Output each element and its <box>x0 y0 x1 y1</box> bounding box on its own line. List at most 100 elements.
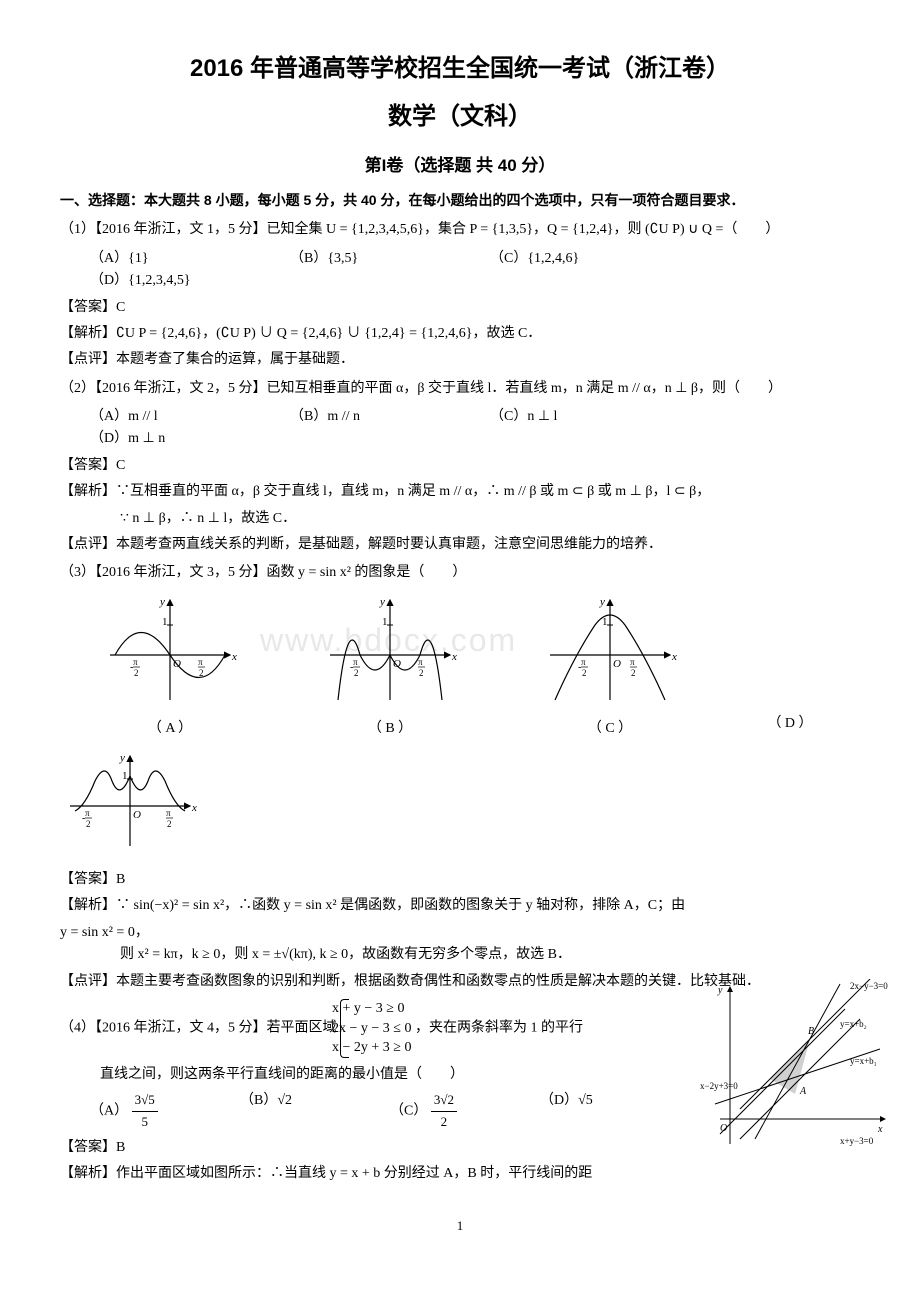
q4-opta-frac: 3√55 <box>132 1090 158 1133</box>
q1-opt-a: （A）{1} <box>90 248 270 270</box>
svg-text:1: 1 <box>602 616 608 628</box>
q4-line-xy3: x+y−3=0 <box>840 1136 874 1146</box>
q4-sys3: x − 2y + 3 ≥ 0 <box>352 1038 411 1058</box>
svg-text:x: x <box>877 1124 883 1135</box>
svg-text:π: π <box>630 657 635 667</box>
q4-opta-pre: （A） <box>90 1104 128 1119</box>
svg-text:π: π <box>198 657 203 667</box>
q4-sys1: x + y − 3 ≥ 0 <box>352 999 411 1019</box>
q4-line-x2y3: x−2y+3=0 <box>700 1081 738 1091</box>
q4-opt-a: （A） 3√55 <box>90 1090 220 1133</box>
graph-d-svg: x y O 1 - π2 π2 <box>60 751 200 851</box>
section-header: 第I卷（选择题 共 40 分） <box>60 152 860 179</box>
svg-text:x: x <box>191 802 197 814</box>
q4-optc-num: 3√2 <box>431 1090 457 1112</box>
q4-analysis: 【解析】作出平面区域如图所示：∴当直线 y = x + b 分别经过 A，B 时… <box>60 1163 860 1185</box>
q1-opt-c: （C）{1,2,4,6} <box>490 248 670 270</box>
q3-answer: 【答案】B <box>60 869 860 891</box>
q1-analysis: 【解析】∁U P = {2,4,6}，(∁U P) ∪ Q = {2,4,6} … <box>60 323 860 345</box>
svg-text:O: O <box>613 658 621 670</box>
q4-opt-b: （B）√2 <box>240 1090 370 1133</box>
q1-opt-d: （D）{1,2,3,4,5} <box>90 270 270 292</box>
svg-text:2: 2 <box>86 819 91 829</box>
q3-graph-d: x y O 1 - π2 π2 <box>60 751 200 859</box>
q3-label-d-holder: （ D ） <box>760 708 820 740</box>
svg-text:2: 2 <box>167 819 172 829</box>
q4-system: x + y − 3 ≥ 0 2x − y − 3 ≤ 0 x − 2y + 3 … <box>340 999 411 1058</box>
svg-text:y: y <box>159 596 165 608</box>
q3-graph-c: x y O 1 - π2 π2 （ C ） <box>540 595 680 741</box>
q4-pt-b: B <box>808 1026 814 1037</box>
q2-opt-d: （D）m ⊥ n <box>90 428 270 450</box>
q1-stem: （1）【2016 年浙江，文 1，5 分】已知全集 U = {1,2,3,4,5… <box>60 219 860 241</box>
q3-graph-a: x y O 1 - π2 π2 （ A ） <box>100 595 240 741</box>
q2-stem: （2）【2016 年浙江，文 2，5 分】已知互相垂直的平面 α，β 交于直线 … <box>60 378 860 400</box>
q4-region-diagram: x y O 2x−y−3=0 y=x+b₂ y=x+b₁ x−2y+3=0 x+… <box>700 979 890 1157</box>
q3-graph-b: x y O 1 - π2 π2 （ B ） <box>320 595 460 741</box>
svg-text:2: 2 <box>582 668 587 678</box>
svg-text:y: y <box>717 985 723 996</box>
q4-opta-num: 3√5 <box>132 1090 158 1112</box>
q3-label-a: （ A ） <box>100 718 240 740</box>
q3-label-c: （ C ） <box>540 718 680 740</box>
exam-title-line2: 数学（文科） <box>60 98 860 136</box>
page-number: 1 <box>60 1216 860 1237</box>
q4-optc-frac: 3√22 <box>431 1090 457 1133</box>
svg-text:1: 1 <box>382 616 388 628</box>
q2-opt-c: （C）n ⊥ l <box>490 406 670 428</box>
q4-optc-pre: （C） <box>390 1104 427 1119</box>
q3-analysis: 【解析】∵ sin(−x)² = sin x²，∴函数 y = sin x² 是… <box>60 895 860 917</box>
q4-line-2xy3: 2x−y−3=0 <box>850 981 888 991</box>
q3-graphs-row2: x y O 1 - π2 π2 <box>60 751 860 859</box>
q2-opt-a: （A）m // l <box>90 406 270 428</box>
q3-label-b: （ B ） <box>320 718 460 740</box>
q4-line-yxb2: y=x+b₂ <box>840 1019 867 1029</box>
q3-graphs-row1: www.bdocx.com x y O 1 - π2 π2 （ A ） x y … <box>60 595 860 741</box>
q1-options: （A）{1} （B）{3,5} （C）{1,2,4,6} （D）{1,2,3,4… <box>90 248 860 293</box>
svg-text:O: O <box>133 809 141 821</box>
svg-text:x: x <box>671 651 677 663</box>
q4-opt-d: （D）√5 <box>540 1090 640 1133</box>
svg-text:y: y <box>599 596 605 608</box>
exam-title-line1: 2016 年普通高等学校招生全国统一考试（浙江卷） <box>60 50 860 88</box>
q4-stem-pre: （4）【2016 年浙江，文 4，5 分】若平面区域 <box>60 1021 337 1036</box>
q2-answer: 【答案】C <box>60 455 860 477</box>
q3-analysis-2a: y = sin x² = 0， <box>60 922 860 944</box>
svg-text:y: y <box>379 596 385 608</box>
q2-analysis-cont: ∵ n ⊥ β，∴ n ⊥ l，故选 C． <box>60 508 860 530</box>
instructions: 一、选择题：本大题共 8 小题，每小题 5 分，共 40 分，在每小题给出的四个… <box>60 189 860 211</box>
q3-label-d: （ D ） <box>760 713 820 735</box>
svg-text:π: π <box>133 657 138 667</box>
graph-c-svg: x y O 1 - π2 π2 <box>540 595 680 705</box>
q4-pt-a: A <box>799 1086 807 1097</box>
q4-line-yxb1: y=x+b₁ <box>850 1056 877 1066</box>
q4-stem-post: ，夹在两条斜率为 1 的平行 <box>415 1021 583 1036</box>
q1-answer: 【答案】C <box>60 297 860 319</box>
q3-stem: （3）【2016 年浙江，文 3，5 分】函数 y = sin x² 的图象是（… <box>60 562 860 584</box>
svg-text:1: 1 <box>162 616 168 628</box>
svg-text:π: π <box>353 657 358 667</box>
svg-text:1: 1 <box>122 770 128 782</box>
q1-opt-b: （B）{3,5} <box>290 248 470 270</box>
svg-text:π: π <box>418 657 423 667</box>
q2-opt-b: （B）m // n <box>290 406 470 428</box>
q1-comment: 【点评】本题考查了集合的运算，属于基础题． <box>60 349 860 371</box>
svg-text:2: 2 <box>354 668 359 678</box>
q2-comment: 【点评】本题考查两直线关系的判断，是基础题，解题时要认真审题，注意空间思维能力的… <box>60 534 860 556</box>
q4-wrapper: x y O 2x−y−3=0 y=x+b₂ y=x+b₁ x−2y+3=0 x+… <box>60 999 860 1186</box>
svg-text:2: 2 <box>134 668 139 678</box>
svg-text:x: x <box>451 651 457 663</box>
q4-optc-den: 2 <box>431 1112 457 1133</box>
svg-text:y: y <box>119 752 125 764</box>
q4-opt-c: （C） 3√22 <box>390 1090 520 1133</box>
q2-options: （A）m // l （B）m // n （C）n ⊥ l （D）m ⊥ n <box>90 406 860 451</box>
graph-a-svg: x y O 1 - π2 π2 <box>100 595 240 705</box>
q2-analysis: 【解析】∵互相垂直的平面 α，β 交于直线 l，直线 m，n 满足 m // α… <box>60 481 860 503</box>
svg-text:π: π <box>581 657 586 667</box>
q3-analysis-2b: 则 x² = kπ，k ≥ 0，则 x = ±√(kπ), k ≥ 0，故函数有… <box>60 944 860 966</box>
q4-opta-den: 5 <box>132 1112 158 1133</box>
svg-text:2: 2 <box>199 668 204 678</box>
q4-sys2: 2x − y − 3 ≤ 0 <box>352 1019 411 1039</box>
svg-text:π: π <box>85 808 90 818</box>
svg-text:x: x <box>231 651 237 663</box>
